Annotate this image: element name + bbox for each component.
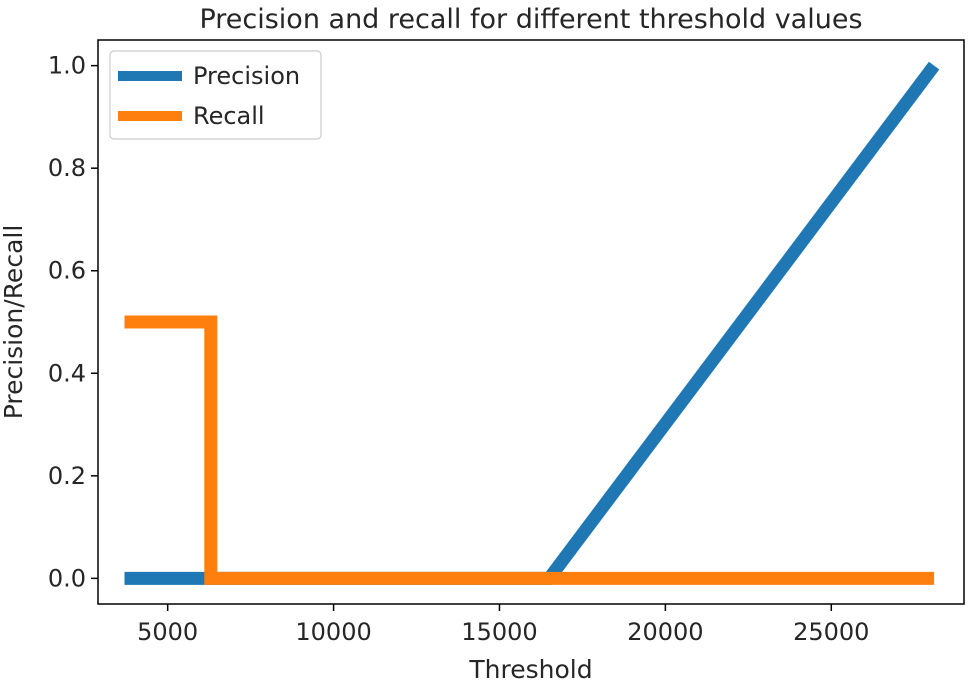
y-tick-label: 1.0: [48, 52, 86, 80]
x-tick-label: 15000: [461, 618, 537, 646]
legend-label-precision: Precision: [193, 62, 300, 90]
x-axis-label: Threshold: [468, 655, 592, 684]
x-tick-label: 25000: [793, 618, 869, 646]
x-tick-label: 20000: [627, 618, 703, 646]
chart-title: Precision and recall for different thres…: [199, 4, 862, 35]
x-tick-label: 5000: [137, 618, 198, 646]
y-axis-ticks: 0.0 0.2 0.4 0.6 0.8 1.0: [48, 52, 98, 592]
plot-frame: [97, 39, 965, 605]
y-axis-label: Precision/Recall: [0, 225, 28, 420]
y-tick-label: 0.2: [48, 462, 86, 490]
series-layer: [124, 61, 940, 585]
y-tick-label: 0.0: [48, 564, 86, 592]
series-line-precision: [124, 61, 940, 585]
x-axis-ticks: 5000 10000 15000 20000 25000: [137, 604, 869, 646]
x-tick-label: 10000: [295, 618, 371, 646]
y-tick-label: 0.8: [48, 154, 86, 182]
series-line-recall: [124, 315, 935, 585]
y-tick-label: 0.6: [48, 257, 86, 285]
legend-label-recall: Recall: [193, 102, 265, 130]
y-tick-label: 0.4: [48, 359, 86, 387]
legend: Precision Recall: [109, 50, 322, 140]
